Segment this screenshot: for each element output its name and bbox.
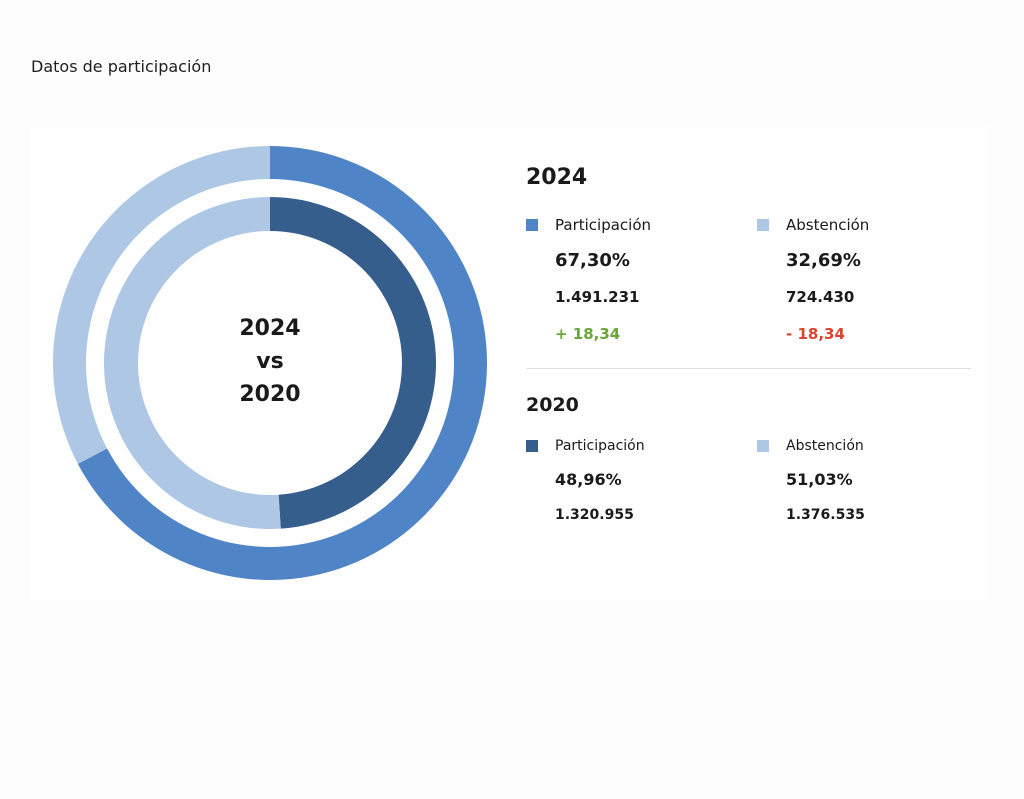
votes-participacion-2024: 1.491.231 bbox=[555, 288, 640, 306]
legend-2020-abstencion: Abstención bbox=[757, 438, 864, 454]
swatch-participacion-2024 bbox=[526, 219, 538, 231]
pct-abstencion-2024: 32,69% bbox=[786, 250, 861, 271]
donut-slice-2020-participacion bbox=[270, 197, 436, 529]
legend-label: Abstención bbox=[786, 216, 870, 234]
swatch-participacion-2020 bbox=[526, 440, 538, 452]
center-year-2024: 2024 bbox=[239, 316, 301, 341]
legend-2020-participacion: Participación bbox=[526, 438, 645, 454]
legend-label: Participación bbox=[555, 438, 645, 454]
center-vs: vs bbox=[256, 349, 284, 374]
votes-abstencion-2020: 1.376.535 bbox=[786, 507, 865, 523]
page-title: Datos de participación bbox=[31, 57, 212, 76]
pct-participacion-2020: 48,96% bbox=[555, 470, 622, 489]
delta-abstencion-2024: - 18,34 bbox=[786, 325, 845, 343]
pct-participacion-2024: 67,30% bbox=[555, 250, 630, 271]
donut-slice-2024-abstencion bbox=[53, 146, 271, 464]
pct-abstencion-2020: 51,03% bbox=[786, 470, 853, 489]
donut-slice-2020-abstencion bbox=[103, 197, 281, 529]
legend-2024-abstencion: Abstención bbox=[757, 216, 869, 234]
section-divider bbox=[526, 368, 971, 369]
swatch-abstencion-2020 bbox=[757, 440, 769, 452]
votes-abstencion-2024: 724.430 bbox=[786, 288, 855, 306]
votes-participacion-2020: 1.320.955 bbox=[555, 507, 634, 523]
year-2020-title: 2020 bbox=[526, 394, 579, 416]
year-2024-title: 2024 bbox=[526, 165, 588, 190]
legend-label: Abstención bbox=[786, 438, 864, 454]
center-year-2020: 2020 bbox=[239, 382, 301, 407]
delta-participacion-2024: + 18,34 bbox=[555, 325, 621, 343]
nested-donut-chart bbox=[53, 146, 488, 580]
donut-center-label: 2024 vs 2020 bbox=[170, 312, 370, 411]
legend-label: Participación bbox=[555, 216, 652, 234]
chart-panel bbox=[30, 125, 990, 600]
swatch-abstencion-2024 bbox=[757, 219, 769, 231]
legend-2024-participacion: Participación bbox=[526, 216, 651, 234]
